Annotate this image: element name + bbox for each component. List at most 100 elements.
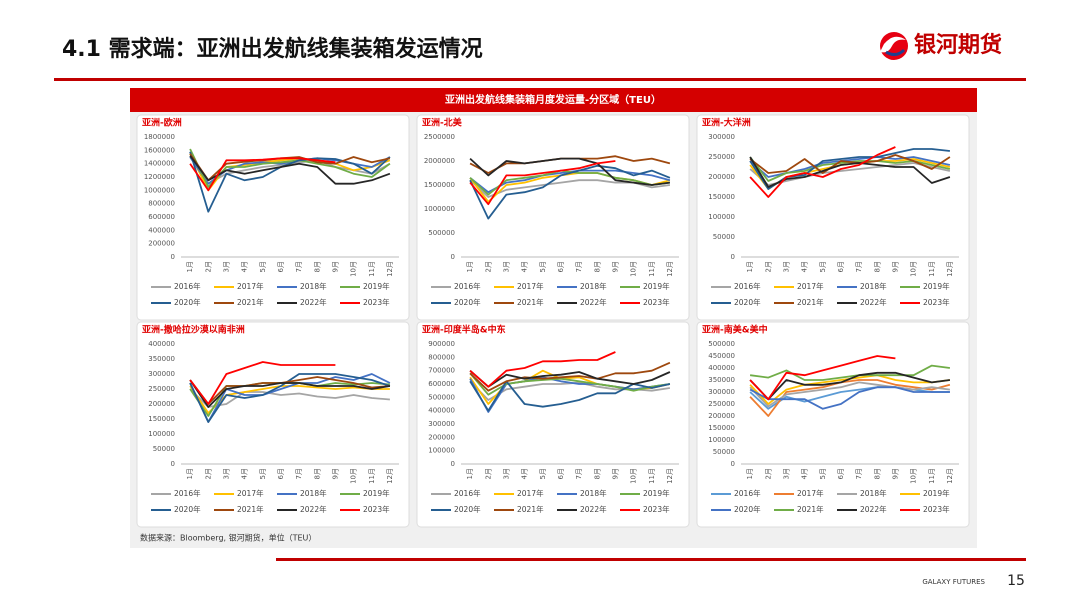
legend-label: 2016年 xyxy=(734,488,761,498)
x-tick-label: 10月 xyxy=(630,261,638,277)
y-tick-label: 50000 xyxy=(153,445,175,453)
legend-label: 2020年 xyxy=(174,504,201,514)
y-tick-label: 1500000 xyxy=(424,181,455,189)
y-tick-label: 250000 xyxy=(148,385,175,393)
chart: 亚洲-印度半岛&中东 0 100000 200000 300000 400000 50000… xyxy=(416,321,690,528)
series-line xyxy=(469,370,671,388)
series-line xyxy=(189,373,391,423)
y-tick-label: 0 xyxy=(731,460,735,468)
x-tick-label: 3月 xyxy=(222,261,230,272)
y-tick-label: 250000 xyxy=(708,400,735,408)
legend-label: 2016年 xyxy=(454,488,481,498)
series-line xyxy=(749,386,950,410)
x-tick-label: 9月 xyxy=(331,468,339,479)
x-tick-label: 7月 xyxy=(575,261,583,272)
x-tick-label: 6月 xyxy=(557,468,565,479)
y-tick-label: 900000 xyxy=(428,340,455,348)
y-tick-label: 700000 xyxy=(428,367,455,375)
y-tick-label: 200000 xyxy=(148,400,175,408)
series-line xyxy=(469,376,671,413)
banner: 亚洲出发航线集装箱月度发运量-分区域（TEU） xyxy=(445,93,661,106)
legend-label: 2020年 xyxy=(174,297,201,307)
series-line xyxy=(749,371,951,401)
x-tick-label: 5月 xyxy=(819,468,827,479)
y-tick-label: 1600000 xyxy=(144,146,175,154)
y-tick-label: 400000 xyxy=(708,364,735,372)
chart: 亚洲-撒哈拉沙漠以南非洲 0 50000 100000 150000 200000 2500… xyxy=(136,321,410,528)
legend-label: 2019年 xyxy=(643,488,670,498)
chart-title: 亚洲-大洋洲 xyxy=(702,117,751,129)
series-line xyxy=(469,380,671,412)
series-line xyxy=(189,388,390,408)
x-tick-label: 11月 xyxy=(928,468,936,484)
x-tick-label: 11月 xyxy=(928,261,936,277)
series-line xyxy=(469,169,671,196)
x-tick-label: 12月 xyxy=(666,261,674,277)
y-tick-label: 600000 xyxy=(428,380,455,388)
y-tick-label: 1000000 xyxy=(424,205,455,213)
y-tick-label: 600000 xyxy=(148,213,175,221)
series-line xyxy=(189,361,336,405)
x-tick-label: 2月 xyxy=(204,468,212,479)
x-tick-label: 3月 xyxy=(782,261,790,272)
y-tick-label: 100000 xyxy=(708,213,735,221)
series-line xyxy=(749,146,896,198)
legend-label: 2018年 xyxy=(300,488,327,498)
y-tick-label: 100000 xyxy=(428,447,455,455)
legend-label: 2023年 xyxy=(643,504,670,514)
y-tick-label: 250000 xyxy=(708,153,735,161)
chart-bg xyxy=(416,114,690,321)
chart-title: 亚洲-北美 xyxy=(422,117,463,129)
x-tick-label: 8月 xyxy=(873,468,881,479)
series-line xyxy=(189,376,390,405)
x-tick-label: 3月 xyxy=(222,468,230,479)
legend-label: 2018年 xyxy=(580,488,607,498)
legend-label: 2018年 xyxy=(860,281,887,291)
y-tick-label: 400000 xyxy=(148,226,175,234)
y-tick-label: 150000 xyxy=(148,415,175,423)
x-tick-label: 7月 xyxy=(855,468,863,479)
x-tick-label: 5月 xyxy=(819,261,827,272)
x-tick-label: 12月 xyxy=(386,261,394,277)
y-tick-label: 400000 xyxy=(148,340,175,348)
y-tick-label: 1000000 xyxy=(144,186,175,194)
y-tick-label: 0 xyxy=(171,253,175,261)
x-tick-label: 11月 xyxy=(648,261,656,277)
y-tick-label: 300000 xyxy=(428,420,455,428)
x-tick-label: 8月 xyxy=(313,468,321,479)
y-tick-label: 50000 xyxy=(713,233,735,241)
x-tick-label: 7月 xyxy=(295,261,303,272)
x-tick-label: 5月 xyxy=(539,261,547,272)
x-tick-label: 4月 xyxy=(801,261,809,272)
y-tick-label: 2000000 xyxy=(424,157,455,165)
series-line xyxy=(189,379,391,408)
y-tick-label: 150000 xyxy=(708,193,735,201)
legend-label: 2019年 xyxy=(923,488,950,498)
y-tick-label: 0 xyxy=(451,253,455,261)
series-line xyxy=(189,151,391,213)
legend-label: 2017年 xyxy=(237,488,264,498)
legend-label: 2017年 xyxy=(517,281,544,291)
x-tick-label: 5月 xyxy=(539,468,547,479)
y-tick-label: 1800000 xyxy=(144,133,175,141)
x-tick-label: 12月 xyxy=(666,468,674,484)
x-tick-label: 3月 xyxy=(782,468,790,479)
x-tick-label: 9月 xyxy=(891,468,899,479)
y-tick-label: 0 xyxy=(171,460,175,468)
x-tick-label: 9月 xyxy=(611,468,619,479)
slide-title: 4.1 需求端：亚洲出发航线集装箱发运情况 xyxy=(62,36,483,62)
y-tick-label: 500000 xyxy=(708,340,735,348)
legend-label: 2017年 xyxy=(237,281,264,291)
chart-bg xyxy=(696,321,970,528)
series-line xyxy=(469,160,616,206)
series-line xyxy=(189,155,391,185)
series-line xyxy=(749,154,951,174)
x-tick-label: 1月 xyxy=(746,261,754,272)
y-tick-label: 150000 xyxy=(708,424,735,432)
chart-bg xyxy=(136,321,410,528)
y-tick-label: 300000 xyxy=(708,388,735,396)
x-tick-label: 10月 xyxy=(910,261,918,277)
chart-title: 亚洲-南美&美中 xyxy=(702,324,768,336)
x-tick-label: 5月 xyxy=(259,468,267,479)
